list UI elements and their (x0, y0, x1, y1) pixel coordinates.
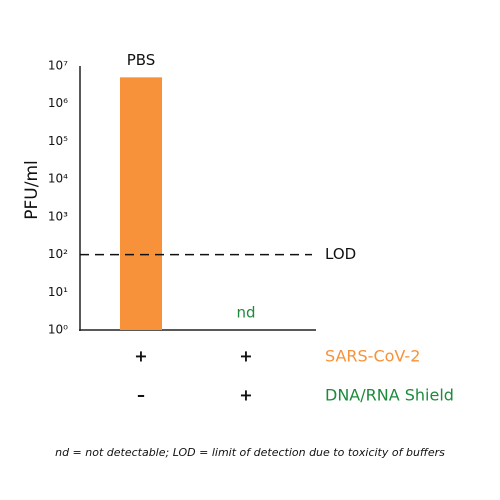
condition-mark: + (239, 347, 252, 366)
bar (120, 77, 162, 330)
y-tick-label: 10⁰ (48, 323, 68, 337)
condition-name: DNA/RNA Shield (325, 386, 454, 405)
footnote: nd = not detectable; LOD = limit of dete… (55, 446, 445, 459)
condition-mark: + (239, 386, 252, 405)
y-tick-label: 10³ (48, 209, 68, 223)
value-label: nd (236, 304, 255, 322)
category-label: PBS (127, 51, 156, 69)
y-tick-label: 10⁴ (48, 172, 68, 186)
condition-mark: – (137, 386, 145, 405)
condition-mark: + (134, 347, 147, 366)
y-axis-label: PFU/ml (22, 160, 42, 219)
condition-name: SARS-CoV-2 (325, 347, 420, 366)
y-tick-label: 10⁷ (48, 59, 68, 73)
y-tick-label: 10² (48, 247, 68, 261)
y-tick-label: 10⁵ (48, 134, 68, 148)
y-tick-label: 10¹ (48, 285, 68, 299)
reference-label: LOD (325, 245, 356, 263)
y-tick-label: 10⁶ (48, 96, 68, 110)
